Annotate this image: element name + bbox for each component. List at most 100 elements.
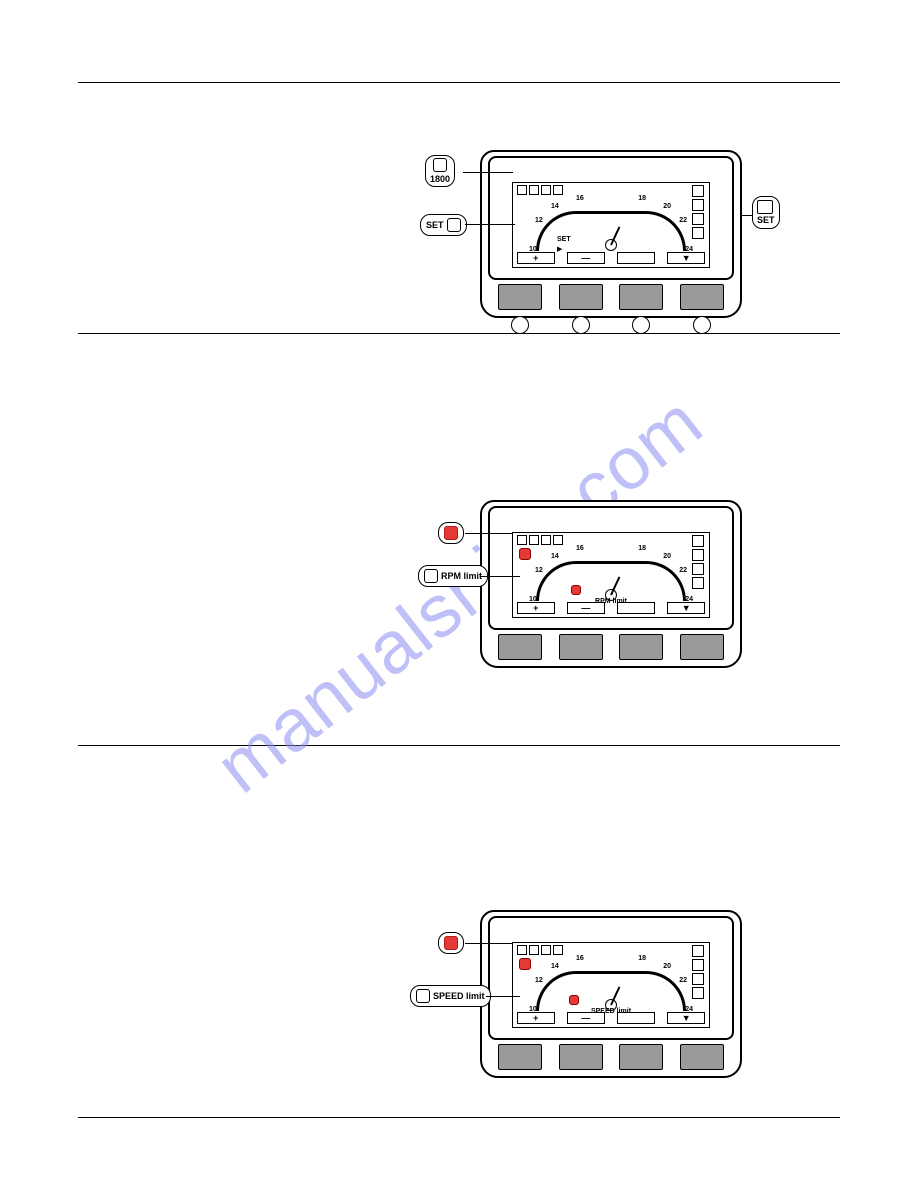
callout-rpm-limit: RPM limit [418,565,488,587]
softkey-minus-label: — [567,602,605,614]
gauge-tick: 14 [551,553,559,560]
side-icon [692,549,704,561]
softkey-icon-label [617,252,655,264]
hardware-button-2[interactable] [559,634,603,660]
gauge-tick: 16 [576,195,584,202]
alarm-bell-icon [444,936,458,950]
side-icon [692,227,704,239]
hardware-button-row [498,284,724,312]
side-icon [692,987,704,999]
alarm-icon [519,958,531,970]
device-panel-1: S 10 12 [480,150,742,318]
screen-right-icon-column [692,535,706,601]
hardware-button-3[interactable] [619,1044,663,1070]
button-marker-circles [498,316,724,334]
callout-leader-line [486,996,520,997]
status-icon [553,945,563,955]
callout-leader-line [465,224,515,225]
side-icon [692,577,704,589]
status-icon [517,185,527,195]
side-icon [692,973,704,985]
button-marker-circle [572,316,590,334]
gear-icon [424,569,438,583]
rpm-gauge: 10 12 14 16 18 20 22 24 SPEED limit [531,959,691,1011]
speed-alarm-icon [569,995,579,1005]
callout-set-right-text: SET [757,215,775,225]
screen-top-icon-row [517,185,563,196]
softkey-down-label: ▼ [667,252,705,264]
hardware-button-2[interactable] [559,1044,603,1070]
callout-speed-limit-text: SPEED limit [433,992,485,1001]
rpm-gauge: 10 12 14 16 18 20 22 24 RPM limit [531,549,691,601]
callout-speed-limit: SPEED limit [410,985,491,1007]
hardware-button-3[interactable] [619,284,663,310]
device-screen: 10 12 14 16 18 20 22 24 RPM limit + [512,532,710,618]
hardware-button-1[interactable] [498,284,542,310]
gauge-tick: 16 [576,955,584,962]
device-screen: 10 12 14 16 18 20 22 24 SET ▶ + — [512,182,710,268]
gauge-tick: 12 [535,567,543,574]
softkey-plus-label: + [517,1012,555,1024]
side-icon [692,945,704,957]
gauge-tick: 20 [663,963,671,970]
side-icon [692,199,704,211]
callout-set-right: SET [752,196,780,229]
gauge-tick: 20 [663,553,671,560]
device-inner-frame: 10 12 14 16 18 20 22 24 SET ▶ + — [488,156,734,280]
softkey-label-row: + — ▼ [517,1011,705,1025]
softkey-label-row: + — ▼ [517,601,705,615]
hardware-button-4[interactable] [680,1044,724,1070]
callout-rpm-value: 1800 [430,175,450,184]
callout-alarm-red [438,932,464,954]
side-icon [692,213,704,225]
alarm-icon [519,548,531,560]
hardware-button-3[interactable] [619,634,663,660]
callout-leader-line [465,533,513,534]
section-separator-2 [78,745,840,746]
hardware-button-4[interactable] [680,634,724,660]
status-icon [541,535,551,545]
side-icon [692,563,704,575]
status-icon [553,185,563,195]
button-marker-circle [632,316,650,334]
status-icon [541,945,551,955]
gauge-tick: 22 [679,217,687,224]
hardware-button-row [498,634,724,662]
softkey-plus-label: + [517,252,555,264]
hardware-button-1[interactable] [498,1044,542,1070]
device-inner-frame: 10 12 14 16 18 20 22 24 SPEED limit + [488,916,734,1040]
callout-leader-line [465,943,513,944]
button-marker-circle [511,316,529,334]
crossed-set-icon [757,200,773,214]
status-icon [541,185,551,195]
softkey-plus-label: + [517,602,555,614]
callout-leader-line [463,172,513,173]
softkey-minus-label: — [567,252,605,264]
callout-alarm-red [438,522,464,544]
screen-right-icon-column [692,945,706,1011]
set-indicator-label: SET [557,236,571,243]
device-inner-frame: 10 12 14 16 18 20 22 24 RPM limit + [488,506,734,630]
side-icon [692,185,704,197]
screen-top-icon-row [517,535,563,546]
gauge-tick: 18 [638,955,646,962]
status-icon [517,535,527,545]
status-icon [529,185,539,195]
hardware-button-2[interactable] [559,284,603,310]
gauge-tick: 20 [663,203,671,210]
softkey-icon-label [617,1012,655,1024]
rpm-gauge: 10 12 14 16 18 20 22 24 SET ▶ [531,199,691,251]
gear-icon [447,218,461,232]
hardware-button-4[interactable] [680,284,724,310]
gauge-tick: 18 [638,195,646,202]
status-icon [553,535,563,545]
callout-rpm-limit-text: RPM limit [441,572,482,581]
hardware-button-row [498,1044,724,1072]
side-icon [692,959,704,971]
softkey-down-label: ▼ [667,1012,705,1024]
device-screen: 10 12 14 16 18 20 22 24 SPEED limit + [512,942,710,1028]
hardware-button-1[interactable] [498,634,542,660]
callout-leader-line [740,215,752,216]
gauge-tick: 12 [535,977,543,984]
status-icon [529,535,539,545]
